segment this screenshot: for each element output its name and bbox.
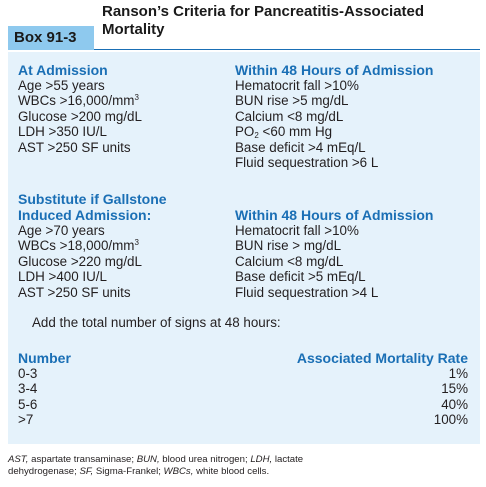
- within-48h-item: PO2 <60 mm Hg: [235, 124, 475, 141]
- within-48h-gallstone-item: Calcium <8 mg/dL: [235, 253, 344, 269]
- abbr-ldh-def-cont: dehydrogenase;: [8, 466, 80, 477]
- number-column: Number 0-3 3-4 5-6 >7: [18, 350, 168, 428]
- gallstone-item: WBCs >18,000/mm3: [18, 238, 228, 253]
- admission-item: Glucose >200 mg/dL: [18, 108, 142, 124]
- within-48h-gallstone-criteria: Within 48 Hours of Admission Hematocrit …: [235, 207, 475, 300]
- within-48h-item: Hematocrit fall >10%: [235, 78, 359, 93]
- footnote-line-1: AST, aspartate transaminase; BUN, blood …: [8, 454, 480, 466]
- gallstone-criteria: Substitute if Gallstone Induced Admissio…: [18, 191, 228, 300]
- within-48h-gallstone-heading: Within 48 Hours of Admission: [235, 207, 434, 223]
- within-48h-gallstone-item: Fluid sequestration >4 L: [235, 284, 379, 300]
- abbr-wbc-def: white blood cells.: [193, 466, 270, 477]
- gallstone-item: Glucose >220 mg/dL: [18, 253, 142, 269]
- rate-value: 15%: [441, 381, 468, 397]
- header-rule: [94, 49, 480, 50]
- rate-value: 40%: [441, 396, 468, 412]
- po2-subscript: 2: [254, 131, 259, 141]
- gallstone-item: LDH >400 IU/L: [18, 269, 107, 285]
- abbr-bun-def: blood urea nitrogen;: [159, 454, 251, 465]
- admission-item-text: WBCs >16,000/mm: [18, 93, 135, 109]
- within-48h-gallstone-item: Base deficit >5 mEq/L: [235, 269, 366, 285]
- number-heading: Number: [18, 350, 71, 366]
- gallstone-item-sup: 3: [134, 238, 139, 248]
- within-48h-item: BUN rise >5 mg/dL: [235, 93, 349, 109]
- admission-item: LDH >350 IU/L: [18, 124, 107, 140]
- number-value: 0-3: [18, 366, 38, 381]
- within-48h-item: Calcium <8 mg/dL: [235, 108, 344, 124]
- within-48h-gallstone-item: Hematocrit fall >10%: [235, 223, 359, 238]
- within-48h-item: Base deficit >4 mEq/L: [235, 139, 366, 155]
- number-value: >7: [18, 412, 34, 428]
- abbr-sf-def: Sigma-Frankel;: [93, 466, 164, 477]
- abbr-ldh-def: lactate: [272, 454, 304, 465]
- admission-criteria: At Admission Age >55 years WBCs >16,000/…: [18, 62, 228, 155]
- number-value: 5-6: [18, 396, 38, 412]
- within-48h-gallstone-item: BUN rise > mg/dL: [235, 238, 342, 254]
- rate-column: Associated Mortality Rate 1% 15% 40% 100…: [248, 350, 468, 428]
- gallstone-heading-line2: Induced Admission:: [18, 207, 152, 223]
- po2-label: PO: [235, 124, 255, 140]
- instruction-text: Add the total number of signs at 48 hour…: [32, 315, 281, 330]
- abbr-bun: BUN,: [136, 454, 160, 465]
- abbr-sf: SF,: [79, 466, 94, 477]
- admission-item: AST >250 SF units: [18, 139, 131, 155]
- within-48h-item: Fluid sequestration >6 L: [235, 155, 379, 171]
- admission-item: Age >55 years: [18, 78, 105, 93]
- gallstone-heading-line1: Substitute if Gallstone: [18, 191, 167, 207]
- rate-value: 100%: [433, 412, 468, 428]
- po2-value: <60 mm Hg: [262, 124, 333, 140]
- within-48h-criteria: Within 48 Hours of Admission Hematocrit …: [235, 62, 475, 170]
- admission-heading: At Admission: [18, 62, 108, 78]
- number-value: 3-4: [18, 381, 38, 397]
- footnote-line-2: dehydrogenase; SF, Sigma-Frankel; WBCs, …: [8, 466, 480, 478]
- admission-item-sup: 3: [134, 93, 139, 103]
- gallstone-item: Age >70 years: [18, 223, 105, 238]
- abbr-ldh: LDH,: [250, 454, 273, 465]
- within-48h-heading: Within 48 Hours of Admission: [235, 62, 434, 78]
- abbr-wbc: WBCs,: [163, 466, 194, 477]
- abbr-ast: AST,: [8, 454, 29, 465]
- box-header: Box 91-3 Ranson’s Criteria for Pancreati…: [8, 0, 480, 50]
- box-title: Ranson’s Criteria for Pancreatitis-Assoc…: [102, 3, 425, 38]
- rate-value: 1%: [448, 366, 468, 381]
- admission-item: WBCs >16,000/mm3: [18, 93, 228, 108]
- abbreviation-footnote: AST, aspartate transaminase; BUN, blood …: [8, 454, 480, 478]
- rate-heading: Associated Mortality Rate: [296, 350, 468, 366]
- gallstone-item-text: WBCs >18,000/mm: [18, 238, 135, 254]
- gallstone-item: AST >250 SF units: [18, 284, 131, 300]
- box-number-tag: Box 91-3: [8, 26, 94, 50]
- criteria-panel: At Admission Age >55 years WBCs >16,000/…: [8, 52, 480, 444]
- abbr-ast-def: aspartate transaminase;: [28, 454, 137, 465]
